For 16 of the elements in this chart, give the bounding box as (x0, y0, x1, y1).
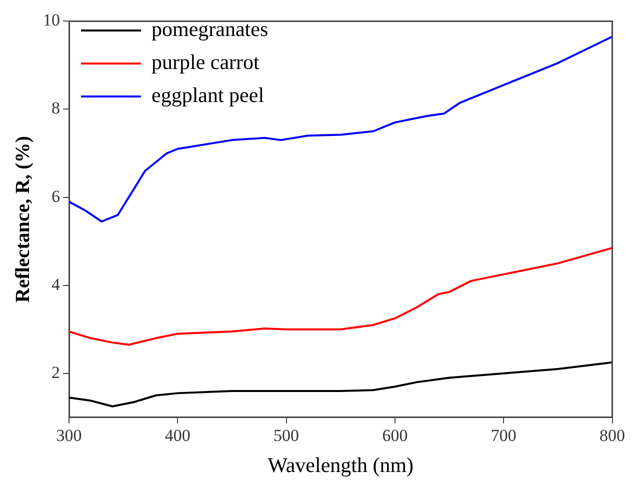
x-tick-label: 500 (274, 426, 300, 446)
x-tick-label: 800 (600, 426, 625, 446)
x-axis-title: Wavelength (nm) (268, 452, 414, 477)
legend-label: pomegranates (152, 17, 268, 42)
y-tick-label: 8 (52, 98, 60, 118)
x-tick-label: 600 (382, 426, 408, 446)
x-tick-label: 400 (164, 426, 190, 446)
legend-label: purple carrot (152, 50, 260, 74)
y-tick-label: 4 (52, 274, 60, 294)
y-tick-label: 10 (43, 10, 60, 30)
x-tick-label: 700 (490, 426, 516, 446)
y-tick-label: 6 (52, 186, 60, 206)
x-tick-label: 300 (56, 426, 82, 446)
legend-label: eggplant peel (152, 83, 264, 108)
y-tick-label: 2 (52, 362, 60, 382)
y-axis-title: Reflectance, R, (%) (12, 136, 34, 303)
